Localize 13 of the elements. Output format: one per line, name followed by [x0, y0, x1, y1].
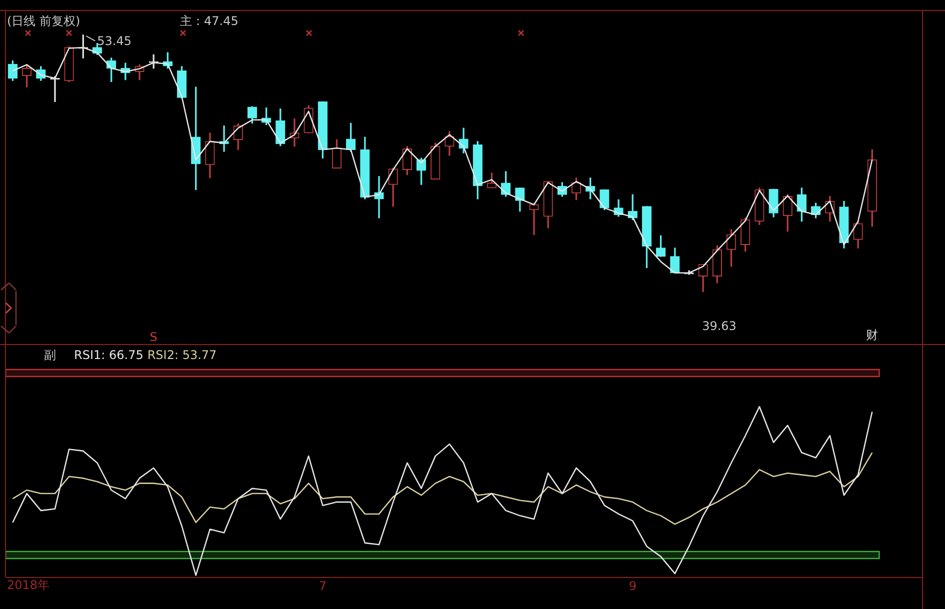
- chart-title: 副: [44, 348, 56, 362]
- chart-title: (日线 前复权): [7, 14, 80, 28]
- text: RSI2: 53.77: [147, 348, 217, 362]
- x-tick-label: 7: [318, 579, 326, 594]
- text: 财: [866, 328, 878, 342]
- text: 主：47.45: [180, 14, 238, 28]
- x-tick-label: 9: [628, 579, 636, 594]
- text: 39.63: [702, 318, 736, 333]
- candlestick: [529, 203, 539, 235]
- annotation: 53.45: [97, 34, 132, 48]
- text: RSI1: 66.75: [74, 348, 144, 362]
- text: S: [150, 330, 158, 344]
- text: 2018年: [7, 578, 50, 592]
